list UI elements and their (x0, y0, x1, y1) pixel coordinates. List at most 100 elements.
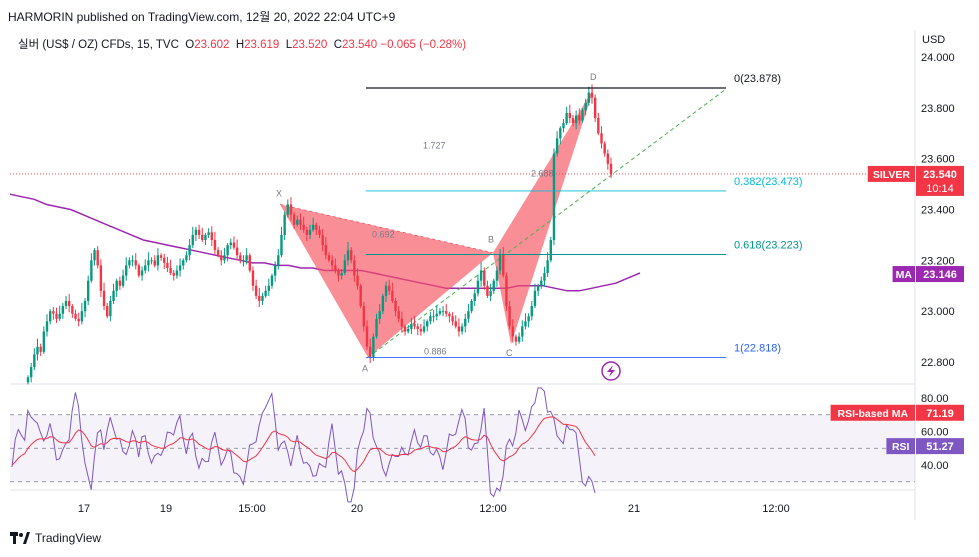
candle-body (159, 255, 163, 258)
rsi-ma-label-value-bg (916, 404, 964, 421)
time-tick: 17 (78, 503, 90, 515)
candle-body (464, 318, 467, 327)
close-value: 23.540 (342, 39, 378, 51)
candle-body (419, 328, 423, 332)
candle-body (448, 313, 451, 317)
candle-body (410, 323, 413, 329)
candle-body (83, 301, 87, 312)
candle-body (163, 257, 166, 263)
candle-body (540, 280, 543, 286)
candle-body (603, 143, 606, 154)
candle-body (239, 255, 242, 261)
candle-body (156, 255, 160, 266)
symbol-name[interactable]: 실버 (US$ / OZ) CFDs, 15, TVC (18, 39, 179, 51)
candle-body (134, 260, 137, 266)
ratio-ac: 0.886 (424, 346, 447, 356)
candle-body (251, 270, 255, 286)
candle-body (283, 214, 286, 235)
candle-body (147, 260, 150, 266)
candle-body (533, 290, 537, 307)
candle-body (207, 232, 210, 235)
candle-body (277, 255, 280, 266)
candle-body (178, 265, 182, 271)
candle-body (574, 115, 578, 124)
candle-body (403, 326, 407, 332)
candle-body (546, 260, 549, 274)
candle-body (384, 285, 388, 296)
price-label-value-bg (916, 165, 964, 196)
lightning-icon[interactable] (601, 361, 621, 381)
candle-body (372, 336, 375, 357)
low-value: 23.520 (292, 39, 328, 51)
xab-triangle (280, 204, 493, 358)
rsi-label-value-bg (916, 438, 964, 455)
candle-body (302, 224, 305, 230)
candle-body (511, 326, 514, 337)
candle-body (454, 321, 457, 327)
candle-body (479, 270, 483, 281)
ma-label-value: 23.146 (923, 269, 957, 281)
candle-body (58, 313, 61, 319)
candle-body (536, 285, 540, 291)
candle-body (330, 260, 334, 266)
candle-body (508, 306, 511, 327)
pattern-point-d: D (590, 72, 597, 82)
candle-body (223, 255, 226, 261)
candle-body (451, 316, 454, 322)
candle-body (74, 313, 77, 319)
candle-body (29, 367, 33, 378)
time-tick: 20 (351, 503, 363, 515)
candle-body (578, 115, 581, 121)
candle-body (77, 318, 80, 322)
candle-body (587, 92, 591, 103)
candle-body (517, 336, 521, 342)
candle-body (311, 224, 315, 230)
candle-body (185, 255, 188, 261)
candle-body (273, 265, 277, 276)
candle-body (254, 285, 258, 296)
harmonic-pattern[interactable]: X A B C D 0.692 0.886 2.688 1.727 (276, 72, 727, 373)
xb-ratio-line (279, 204, 494, 254)
candle-body (213, 240, 217, 251)
candle-body (169, 267, 172, 274)
pattern-point-x: X (276, 188, 282, 198)
candle-body (235, 247, 239, 256)
candle-body (581, 110, 584, 121)
candle-body (106, 306, 109, 317)
candle-body (397, 311, 400, 319)
price-tick: 23.800 (921, 103, 955, 115)
fib-label: 0.618(23.223) (734, 239, 803, 251)
candle-body (42, 331, 46, 352)
candle-body (64, 301, 68, 307)
candle-body (292, 214, 296, 225)
candle-body (248, 255, 251, 271)
fib-levels[interactable]: 0(23.878) 0.382(23.473) 0.618(23.223) 1(22.… (10, 73, 915, 358)
axes: 24.000 23.800 23.600 23.400 23.200 23.000 22.8… (78, 52, 955, 515)
currency-label[interactable]: USD (922, 34, 946, 46)
price-tick: 23.400 (921, 205, 955, 217)
rsi-line (11, 387, 596, 503)
ma-label-name-bg (892, 266, 915, 283)
candle-body (422, 326, 426, 332)
rsi-layer (11, 387, 596, 503)
candle-body (365, 326, 369, 347)
candle-body (61, 306, 65, 314)
footer-brand[interactable]: TradingView (35, 531, 102, 545)
ma-label-name: MA (896, 269, 913, 281)
candle-body (521, 326, 524, 337)
candle-body (226, 245, 229, 256)
bcd-triangle (493, 88, 594, 345)
rsi-ma-label-name: RSI-based MA (838, 408, 909, 420)
rsi-ma-line (11, 416, 596, 473)
candle-body (99, 265, 103, 291)
candle-body (593, 97, 597, 118)
candle-body (150, 260, 153, 262)
candle-body (340, 273, 343, 276)
candle-body (426, 321, 429, 327)
ratio-xb: 0.692 (372, 229, 395, 239)
candle-body (486, 285, 489, 296)
candle-body (565, 112, 568, 124)
candle-body (483, 270, 486, 286)
candle-body (102, 290, 106, 307)
